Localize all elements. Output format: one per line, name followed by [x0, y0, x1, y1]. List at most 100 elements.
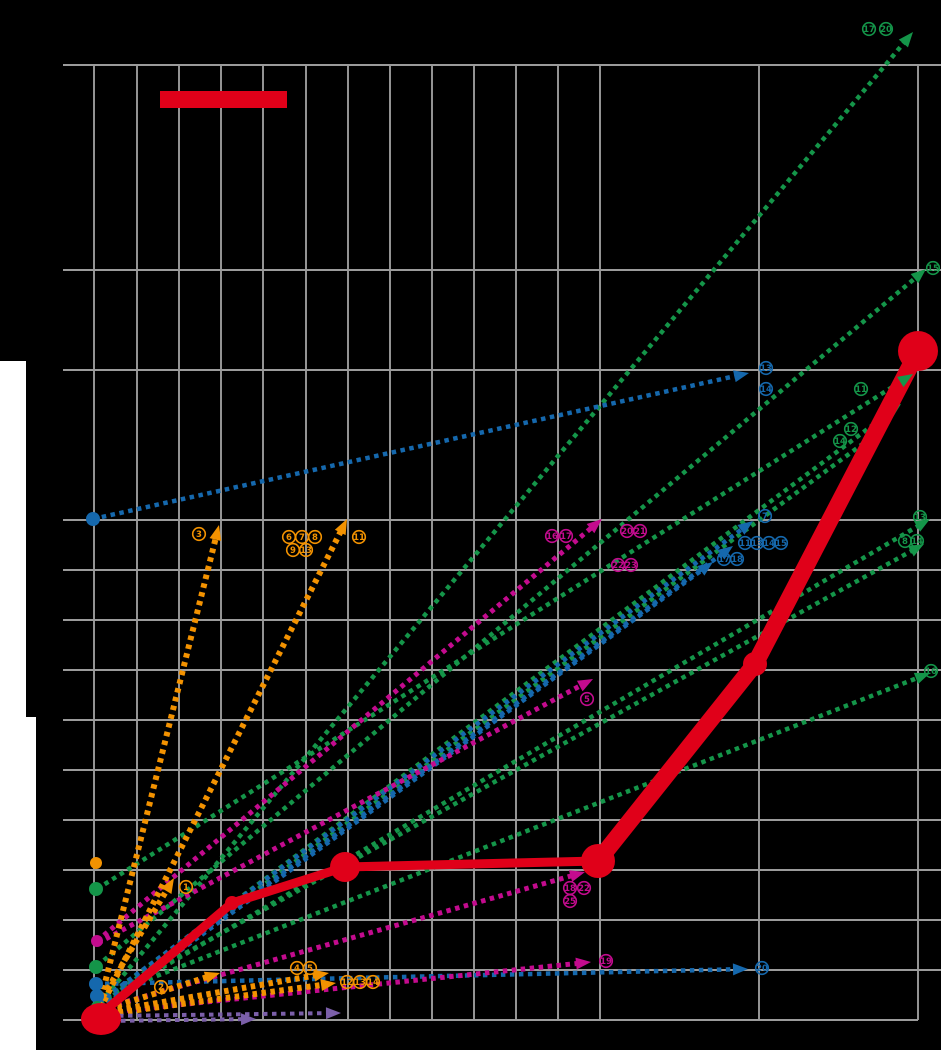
arrow-head — [910, 269, 926, 284]
arrow-label-number: 15 — [775, 539, 787, 549]
arrow-label: 12 — [339, 974, 355, 990]
arrow-head — [576, 679, 593, 692]
arrow-label-circle — [757, 508, 773, 524]
white-margin-patch — [0, 717, 36, 1050]
arrow-label-circle — [878, 21, 894, 37]
arrow-head — [898, 32, 913, 48]
arrow-head — [733, 370, 749, 383]
arrow-label: 5 — [302, 960, 318, 976]
arrow-label-number: 22 — [612, 561, 624, 571]
arrow-head — [732, 963, 748, 976]
arrow-head — [737, 521, 753, 535]
arrow-head — [697, 562, 713, 576]
arrow-label-circle — [843, 421, 859, 437]
arrow-label: 12 — [843, 421, 859, 437]
arrow-label: 21 — [632, 523, 648, 539]
arrow-label-circle — [909, 533, 925, 549]
arrow-line — [97, 526, 745, 1004]
arrow-head — [209, 525, 222, 542]
arrow-label-number: 12 — [341, 978, 353, 988]
arrow-label: 9 — [285, 542, 301, 558]
arrow-label-number: 22 — [578, 884, 590, 894]
arrow-label-number: 11 — [353, 533, 365, 543]
arrow-label: 11 — [737, 535, 753, 551]
arrow-label: 22 — [576, 880, 592, 896]
arrow-label-number: 14 — [367, 978, 379, 988]
red-path-thin — [96, 856, 603, 1019]
arrow-label-circle — [153, 979, 169, 995]
arrow-label-number: 13 — [760, 364, 772, 374]
arrow-label-circle — [758, 360, 774, 376]
arrow-label-number: 6 — [286, 533, 292, 543]
arrow-head — [334, 519, 347, 536]
arrow-label-number: 14 — [760, 385, 772, 395]
arrow-label-number: 9 — [290, 546, 296, 556]
white-margin-patch — [0, 361, 26, 717]
arrow-label-circle — [178, 879, 194, 895]
arrow-label-number: 8 — [312, 533, 318, 543]
arrow-label-number: 14 — [763, 539, 775, 549]
arrow-head — [586, 519, 602, 534]
red-node — [225, 896, 239, 910]
arrow-label-number: 8 — [902, 537, 908, 547]
arrow-label: 7 — [757, 508, 773, 524]
red-node — [581, 844, 615, 878]
red-node — [330, 852, 360, 882]
arrow-label: 2 — [153, 979, 169, 995]
arrow-line — [102, 1017, 245, 1023]
arrow-line — [95, 275, 919, 968]
arrow-label-circle — [861, 21, 877, 37]
arrow-label-circle — [853, 381, 869, 397]
arrow-label-number: 14 — [834, 437, 846, 447]
arrow-head — [203, 971, 220, 984]
arrow-label: 13 — [749, 535, 765, 551]
arrow-label-circle — [832, 433, 848, 449]
arrow-label-number: 17 — [718, 555, 730, 565]
arrow-label-number: 16 — [925, 667, 937, 677]
arrow-head — [897, 374, 913, 388]
arrow-label-number: 17 — [863, 25, 875, 35]
arrow-label-number: 15 — [927, 264, 939, 274]
arrow-label-number: 16 — [546, 532, 558, 542]
origin-dot — [90, 989, 104, 1003]
arrow-head — [568, 870, 585, 882]
arrow-label: 17 — [716, 551, 732, 567]
red-node — [898, 331, 938, 371]
arrow-label-number: 13 — [751, 539, 763, 549]
arrow-label-circle — [579, 691, 595, 707]
arrow-label-circle — [925, 260, 941, 276]
arrow-head — [161, 878, 174, 894]
arrow-label-number: 17 — [560, 532, 572, 542]
arrow-label-circle — [351, 529, 367, 545]
arrow-label: 22 — [610, 557, 626, 573]
arrow-label: 16 — [544, 528, 560, 544]
arrow-label-number: 20 — [880, 25, 892, 35]
arrow-label-number: 5 — [307, 964, 313, 974]
arrow-label: 14 — [909, 533, 925, 549]
arrow-label-number: 20 — [621, 527, 633, 537]
arrow-label-number: 7 — [299, 533, 305, 543]
arrow-label: 23 — [623, 557, 639, 573]
arrow-label-number: 4 — [294, 964, 300, 974]
arrow-line — [100, 1011, 330, 1018]
arrow-label: 19 — [598, 953, 614, 969]
legend-swatch — [160, 91, 287, 108]
arrow-head — [320, 979, 336, 991]
arrow-label-number: 2 — [158, 983, 164, 993]
arrow-label: 17 — [558, 528, 574, 544]
arrow-label-circle — [365, 974, 381, 990]
origin-dot — [89, 960, 103, 974]
arrow-label: 13 — [758, 360, 774, 376]
arrow-label-number: 11 — [855, 385, 867, 395]
origin-dot — [89, 882, 103, 896]
arrow-label-circle — [302, 960, 318, 976]
arrow-label-number: 13 — [914, 513, 926, 523]
red-node — [743, 652, 767, 676]
arrow-label: 25 — [562, 893, 578, 909]
origin-dot — [86, 512, 100, 526]
arrow-label: 6 — [281, 529, 297, 545]
arrow-label-number: 7 — [762, 512, 768, 522]
arrow-label: 3 — [191, 526, 207, 542]
arrow-label-circle — [623, 557, 639, 573]
